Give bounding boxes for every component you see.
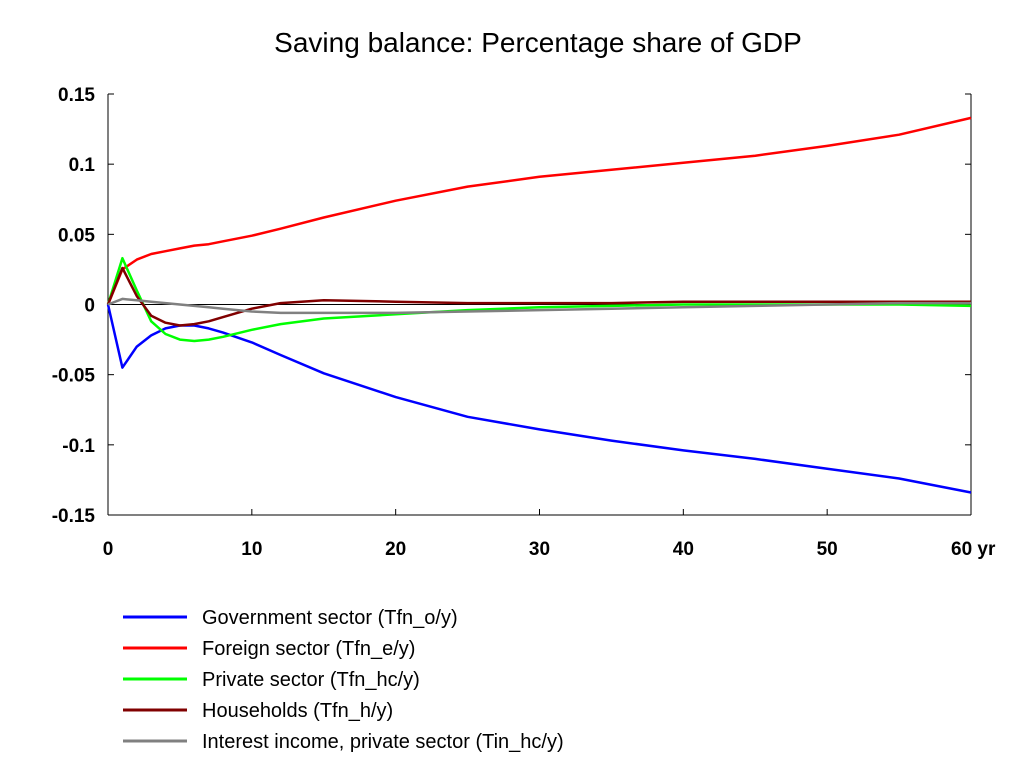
x-tick-label: 50 (817, 539, 838, 560)
chart-title: Saving balance: Percentage share of GDP (274, 27, 802, 58)
y-tick-label: 0.1 (69, 155, 96, 176)
x-tick-label: 10 (241, 539, 262, 560)
x-tick-label: 0 (103, 539, 114, 560)
y-tick-label: 0.15 (58, 85, 95, 106)
series-line-2 (106, 116, 972, 305)
x-tick-label: 40 (673, 539, 694, 560)
legend-label-4: Households (Tfn_h/y) (202, 700, 393, 722)
y-tick-label: -0.15 (52, 506, 96, 527)
x-tick-label: 20 (385, 539, 406, 560)
series-line-5 (107, 297, 971, 315)
y-tick-label: 0.05 (58, 225, 95, 246)
legend: Government sector (Tfn_o/y) Foreign secto… (123, 607, 564, 753)
x-tick-label: 60 yr (951, 539, 996, 560)
legend-label-2: Foreign sector (Tfn_e/y) (202, 638, 415, 660)
y-tick-label: -0.05 (52, 366, 96, 387)
series-line-4 (106, 266, 971, 327)
y-tick-label: 0 (84, 296, 95, 317)
legend-label-3: Private sector (Tfn_hc/y) (202, 669, 420, 691)
series-line-3 (106, 256, 972, 343)
axes: 0.15 0.1 0.05 0 -0.05 -0.1 -0.15 0 10 20 30 40 50 60 … (52, 85, 996, 560)
x-tick-label: 30 (529, 539, 550, 560)
legend-label-1: Government sector (Tfn_o/y) (202, 607, 458, 629)
y-tick-label: -0.1 (62, 436, 95, 457)
series-line-1 (106, 304, 972, 494)
series-lines (106, 116, 972, 494)
legend-label-5: Interest income, private sector (Tin_hc/… (202, 731, 564, 753)
